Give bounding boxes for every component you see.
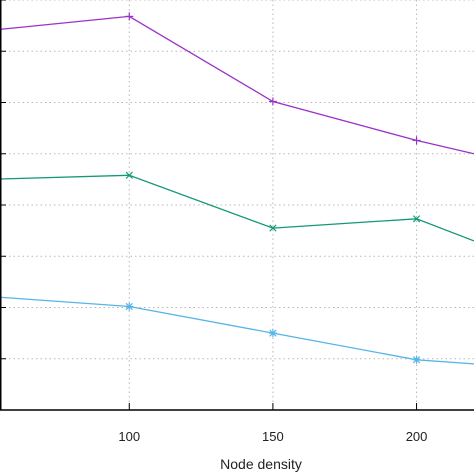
series-line-1 [0, 174, 474, 242]
x-tick-label-2: 200 [406, 429, 428, 444]
x-axis-label: Node density [220, 456, 302, 472]
data-point-s1-p2 [269, 224, 277, 232]
data-point-s2-p2 [268, 329, 277, 338]
grid-lines [0, 0, 474, 410]
x-axis-ticks: 100 150 200 [0, 0, 427, 444]
data-point-s0-p1 [125, 12, 134, 21]
x-tick-label-0: 100 [118, 429, 140, 444]
x-tick-label-1: 150 [262, 429, 284, 444]
series-lines [0, 15, 474, 365]
data-point-s2-p3 [412, 355, 421, 364]
plot-frame [0, 0, 474, 411]
data-point-s2-p1 [125, 302, 134, 311]
data-point-s1-p1 [125, 171, 133, 179]
series-line-0 [0, 15, 474, 155]
data-point-s1-p3 [412, 215, 421, 223]
data-point-s0-p2 [268, 97, 277, 106]
data-point-s0-p3 [412, 136, 421, 145]
series-line-2 [0, 296, 474, 365]
data-markers [125, 12, 421, 364]
